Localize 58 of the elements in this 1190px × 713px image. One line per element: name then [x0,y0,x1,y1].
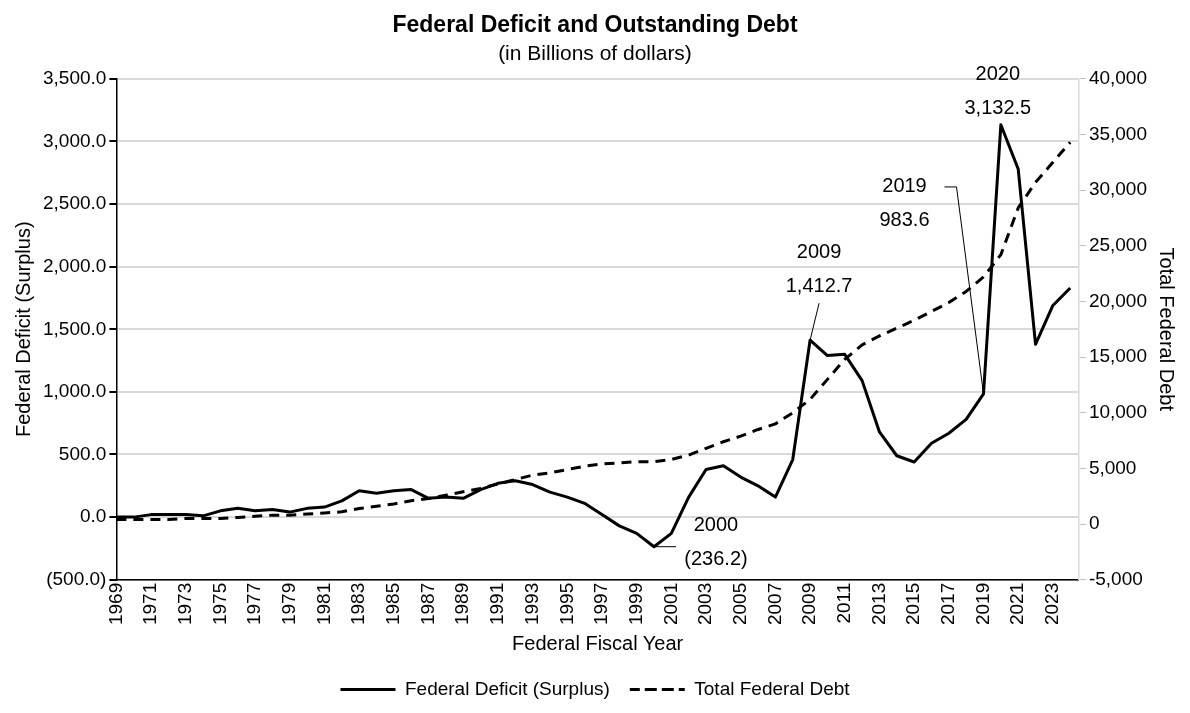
y-tick-label: 1,500.0 [42,317,107,339]
x-tick-label: 2009 [798,582,820,626]
x-tick-label: 2017 [937,582,959,626]
x-tick-label: 1997 [590,582,612,626]
y-tick-label: 2,000.0 [42,254,107,276]
chart-subtitle: (in Billions of dollars) [498,41,692,64]
y-tick-label: 1,000.0 [42,380,107,402]
legend-label: Federal Deficit (Surplus) [404,677,610,699]
y2-tick-label: 15,000 [1088,345,1148,367]
legend-label: Total Federal Debt [694,677,851,699]
x-tick-label: 2005 [728,582,750,626]
x-tick-label: 1977 [243,582,265,626]
x-tick-label: 2021 [1006,582,1028,626]
y2-axis-title: Total Federal Debt [1156,247,1179,412]
x-tick-label: 2015 [902,582,924,626]
x-tick-label: 1987 [416,582,438,626]
x-tick-label: 1989 [451,582,473,626]
y2-tick-label: 10,000 [1088,400,1148,422]
x-tick-label: 2011 [833,582,854,624]
y2-tick-label: 40,000 [1088,67,1148,89]
x-tick-label: 2023 [1041,582,1063,626]
y-tick-label: 2,500.0 [42,192,107,214]
x-tick-label: 2013 [867,582,889,626]
x-tick-label: 1993 [520,582,542,626]
x-tick-label: 1981 [312,582,334,626]
x-tick-label: 1995 [555,582,577,626]
x-axis-title: Federal Fiscal Year [512,631,684,654]
y-axis-title: Federal Deficit (Surplus) [11,221,34,438]
y2-tick-label: -5,000 [1088,567,1143,589]
y-tick-label: 0.0 [79,505,107,527]
annotation: 2009 1,412.7 [785,239,853,296]
y-tick-label: 3,500.0 [42,67,107,89]
x-tick-label: 2001 [659,582,681,626]
annotation: 2020 3,132.5 [964,62,1032,119]
chart-title: Federal Deficit and Outstanding Debt [392,11,798,38]
y2-tick-label: 20,000 [1088,289,1148,311]
annotation: 2000 (236.2) [684,513,748,570]
x-tick-label: 1969 [104,582,126,626]
x-tick-label: 1971 [139,582,161,626]
y2-tick-label: 0 [1088,512,1100,534]
y-tick-label: (500.0) [46,567,107,589]
x-tick-label: 1999 [624,582,646,626]
y2-tick-label: 30,000 [1088,178,1148,200]
x-tick-label: 1979 [278,582,300,626]
annotation: 2019 983.6 [879,174,930,231]
x-tick-label: 1985 [382,582,404,626]
x-tick-label: 1991 [486,582,508,626]
y2-tick-label: 5,000 [1088,456,1137,478]
x-tick-label: 2019 [971,582,993,626]
x-tick-label: 1983 [347,582,369,626]
y-tick-label: 3,000.0 [42,129,107,151]
y2-tick-label: 25,000 [1088,234,1148,256]
x-tick-label: 2003 [694,582,716,626]
x-tick-label: 2007 [763,582,785,626]
x-tick-label: 1973 [174,582,195,626]
y-tick-label: 500.0 [58,442,107,464]
y2-tick-label: 35,000 [1088,122,1148,144]
x-tick-label: 1975 [208,582,230,626]
